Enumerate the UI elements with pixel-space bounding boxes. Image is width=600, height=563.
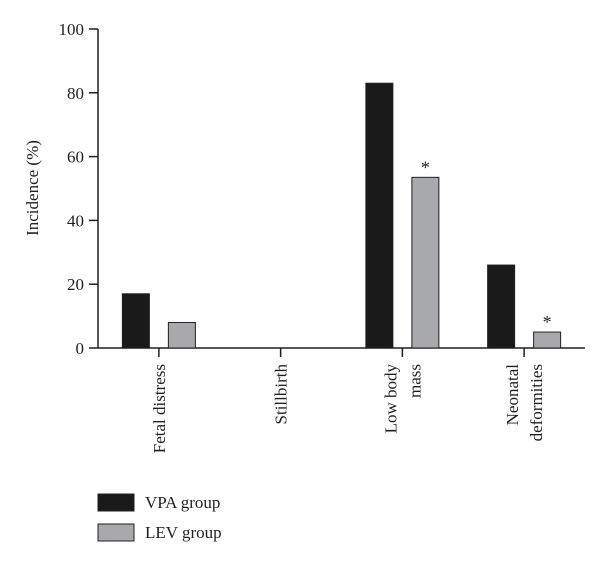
- y-axis: 0 20 40 60 80 100: [59, 20, 99, 358]
- y-tick-label: 80: [67, 84, 84, 103]
- annotations: **: [421, 157, 552, 332]
- bars: [121, 82, 562, 349]
- x-category-label: Stillbirth: [272, 364, 291, 425]
- y-tick-label: 40: [67, 211, 84, 230]
- legend-label: VPA group: [145, 493, 220, 512]
- significance-marker: *: [543, 312, 552, 332]
- x-category-label: Fetal distress: [150, 364, 169, 453]
- x-category-label: mass: [405, 364, 424, 398]
- bar-vpa-0: [121, 293, 150, 349]
- legend-swatch: [97, 493, 135, 512]
- bar-vpa-3: [487, 264, 516, 349]
- bar-lev-0: [167, 321, 196, 349]
- x-category-label: deformities: [527, 364, 546, 441]
- y-tick-label: 0: [76, 339, 85, 358]
- y-tick-label: 100: [59, 20, 85, 39]
- x-category-label: Neonatal: [503, 364, 522, 426]
- y-tick-label: 20: [67, 275, 84, 294]
- x-axis: Fetal distress Stillbirth Low body mass Neon…: [98, 347, 585, 453]
- legend-swatch: [97, 523, 135, 542]
- significance-marker: *: [421, 157, 430, 177]
- legend: VPA group LEV group: [97, 493, 222, 542]
- y-axis-title: Incidence (%): [23, 140, 42, 236]
- bar-lev-3: [533, 331, 562, 349]
- bar-vpa-2: [365, 82, 394, 349]
- y-tick-label: 60: [67, 148, 84, 167]
- x-category-label: Low body: [381, 364, 400, 434]
- bar-lev-2: [411, 176, 440, 349]
- legend-label: LEV group: [145, 523, 222, 542]
